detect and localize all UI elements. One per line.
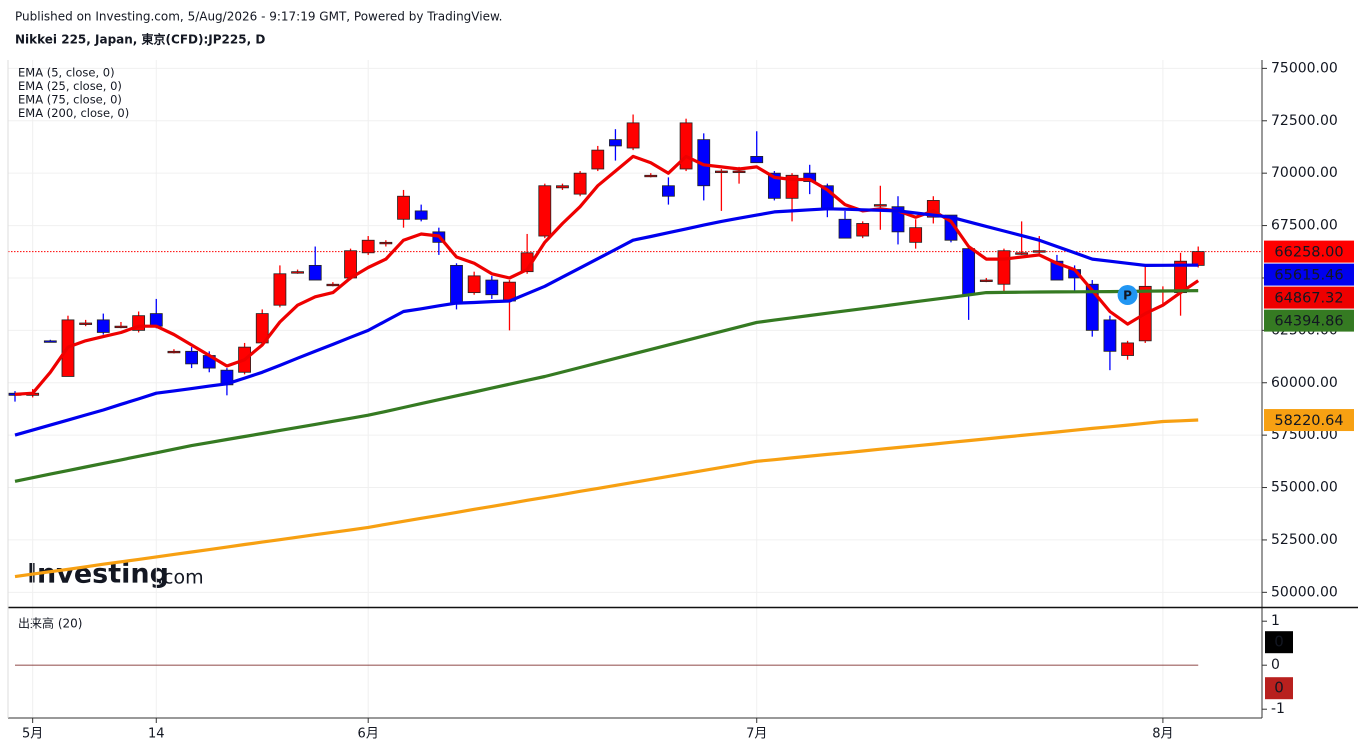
event-marker (1117, 285, 1138, 305)
candle-body (467, 275, 481, 294)
candle-body (96, 319, 110, 333)
candle-body (909, 227, 923, 243)
candles (8, 114, 1205, 402)
candle-body (361, 239, 375, 254)
value-badge (1265, 677, 1293, 700)
candle-body (1015, 252, 1029, 255)
y-tick-label: 52500.00 (1271, 532, 1338, 548)
event-marker-label: P (1123, 289, 1132, 303)
y-tick-label: 50000.00 (1271, 584, 1338, 600)
candle-body (573, 172, 587, 195)
candle-body (79, 322, 93, 325)
value-badge (1264, 263, 1354, 286)
candle-body (326, 283, 340, 287)
candle-body (185, 350, 199, 365)
legend-entry: EMA (75, close, 0) (18, 93, 122, 107)
x-tick-label: 5月 (22, 727, 43, 742)
candle-body (591, 149, 605, 170)
value-badge-label: 0 (1274, 679, 1284, 697)
candle-body (556, 185, 569, 189)
candle-body (414, 210, 428, 220)
candle-body (43, 340, 57, 343)
value-badge (1265, 631, 1293, 654)
candle-body (273, 273, 287, 306)
candle-body (379, 241, 393, 245)
candle-body (979, 279, 993, 282)
candle-body (644, 174, 658, 178)
candle-body (485, 279, 499, 296)
value-badge-label: 64394.86 (1274, 314, 1343, 330)
candle-body (838, 218, 852, 239)
logo-name: Investing (27, 559, 169, 590)
chart-subtitle: Published on Investing.com, 5/Aug/2026 -… (15, 10, 502, 24)
candle-body (308, 264, 322, 281)
candle-body (662, 185, 675, 197)
value-badge-label: 58220.64 (1274, 413, 1343, 429)
x-tick-label: 7月 (746, 727, 767, 742)
value-badge (1264, 409, 1354, 432)
y-tick-label: 72500.00 (1271, 113, 1338, 129)
legend-entry: EMA (25, close, 0) (18, 79, 122, 93)
candle-body (1032, 250, 1046, 253)
x-tick-label: 6月 (358, 727, 379, 742)
value-badge-label: 66258.00 (1274, 245, 1343, 261)
candle-body (962, 248, 976, 296)
y-tick-label: 0 (1271, 657, 1280, 673)
candle-body (856, 223, 870, 237)
candle-body (997, 250, 1011, 285)
candle-body (715, 170, 728, 173)
y-tick-label: 67500.00 (1271, 218, 1338, 234)
value-badge (1264, 309, 1354, 332)
candle-body (732, 170, 746, 173)
candle-body (397, 195, 410, 220)
y-tick-label: 75000.00 (1271, 60, 1338, 76)
candle-body (750, 156, 764, 164)
candle-body (291, 271, 304, 274)
y-tick-label: 70000.00 (1271, 165, 1338, 181)
candle-body (803, 172, 817, 182)
y-tick-label: 55000.00 (1271, 480, 1338, 496)
value-badge-label: 64867.32 (1274, 291, 1343, 307)
candle-body (873, 204, 887, 207)
candle-body (538, 185, 552, 237)
candle-body (609, 139, 622, 147)
ema-line (14, 289, 1199, 483)
y-tick-label: 57500.00 (1271, 427, 1338, 443)
candle-body (1103, 319, 1117, 352)
legend-entry: EMA (5, close, 0) (18, 66, 115, 80)
ema-line (14, 418, 1199, 579)
ema-line (14, 154, 1200, 396)
candle-body (149, 313, 163, 327)
y-tick-label: 60000.00 (1271, 375, 1338, 391)
candle-body (767, 172, 781, 199)
value-badge (1264, 286, 1354, 309)
candle-body (450, 264, 463, 304)
candle-body (626, 122, 640, 149)
candle-body (114, 325, 128, 329)
x-tick-label: 8月 (1152, 727, 1173, 742)
candle-body (167, 350, 181, 354)
ema-line (14, 207, 1199, 437)
candle-body (1191, 251, 1205, 266)
logo-suffix: .com (157, 567, 204, 589)
value-badge (1264, 240, 1354, 263)
value-badge-label: 65615.46 (1274, 268, 1343, 284)
chart-title: Nikkei 225, Japan, 東京(CFD):JP225, D (15, 32, 265, 47)
candle-body (1121, 342, 1134, 356)
value-badge-label: 0 (1274, 633, 1284, 651)
y-tick-label: 1 (1271, 613, 1280, 629)
legend-entry: EMA (200, close, 0) (18, 106, 129, 120)
y-tick-label: -1 (1271, 701, 1285, 717)
volume-title: 出来高 (20) (18, 616, 82, 631)
x-tick-label: 14 (148, 727, 165, 742)
